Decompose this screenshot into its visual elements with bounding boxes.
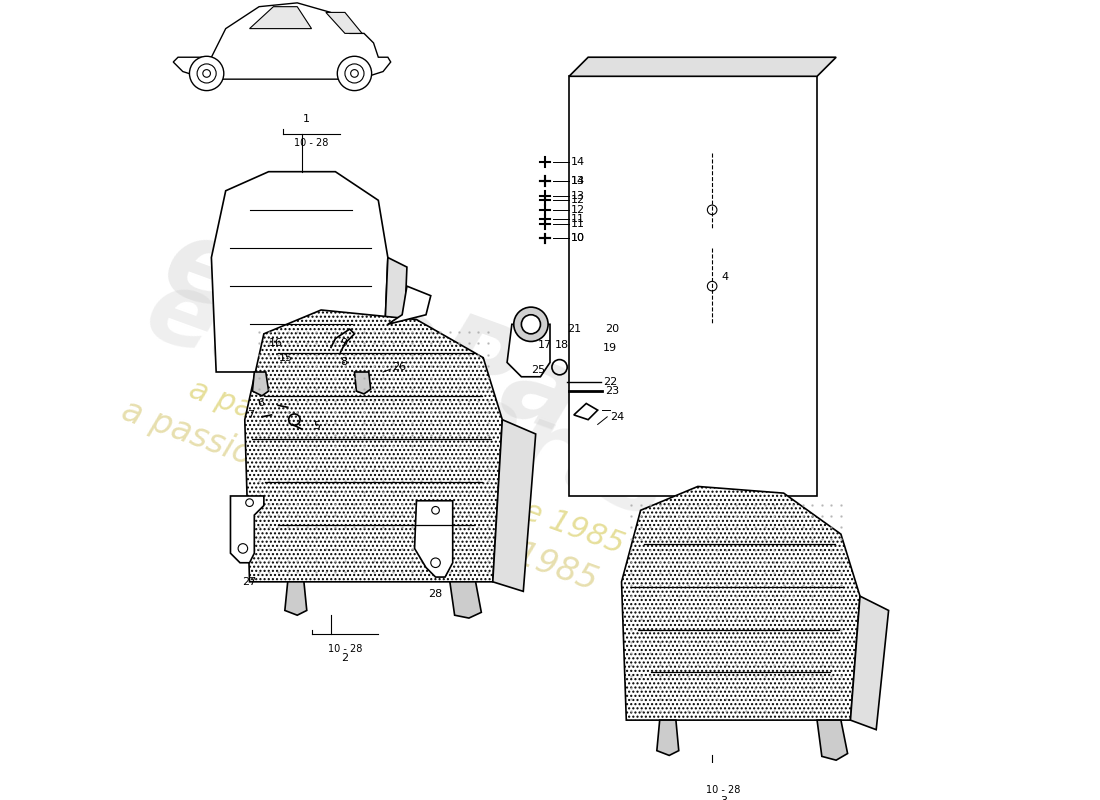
Polygon shape bbox=[173, 3, 390, 79]
Text: 2: 2 bbox=[341, 654, 349, 663]
Text: euroParts: euroParts bbox=[151, 208, 759, 517]
Polygon shape bbox=[450, 582, 482, 618]
Text: 1: 1 bbox=[304, 114, 310, 124]
Polygon shape bbox=[569, 76, 817, 496]
Polygon shape bbox=[657, 720, 679, 755]
Text: 10 - 28: 10 - 28 bbox=[295, 138, 329, 148]
Text: 19: 19 bbox=[603, 343, 617, 353]
Text: 21: 21 bbox=[568, 324, 581, 334]
Text: 13: 13 bbox=[571, 176, 585, 186]
Polygon shape bbox=[211, 172, 388, 372]
Polygon shape bbox=[252, 372, 268, 396]
Polygon shape bbox=[569, 58, 836, 76]
Text: 8: 8 bbox=[340, 358, 348, 367]
Polygon shape bbox=[285, 582, 307, 615]
Polygon shape bbox=[817, 720, 848, 760]
Text: 24: 24 bbox=[610, 412, 625, 422]
Text: 12: 12 bbox=[571, 205, 585, 215]
Text: 17: 17 bbox=[538, 340, 552, 350]
Text: 16: 16 bbox=[268, 338, 283, 348]
Text: a passion for parts since 1985: a passion for parts since 1985 bbox=[117, 394, 602, 598]
Text: 14: 14 bbox=[571, 157, 585, 167]
Text: 11: 11 bbox=[571, 214, 585, 224]
Text: 14: 14 bbox=[571, 176, 585, 186]
Text: 25: 25 bbox=[531, 365, 546, 375]
Text: 7: 7 bbox=[248, 410, 254, 420]
Text: 4: 4 bbox=[722, 272, 729, 282]
Polygon shape bbox=[231, 496, 264, 562]
Polygon shape bbox=[621, 486, 860, 720]
Text: 20: 20 bbox=[605, 324, 619, 334]
Text: 10: 10 bbox=[571, 234, 585, 243]
Text: 11: 11 bbox=[571, 219, 585, 229]
Text: 22: 22 bbox=[604, 377, 618, 386]
Polygon shape bbox=[493, 420, 536, 591]
Polygon shape bbox=[388, 286, 431, 324]
Text: 5: 5 bbox=[314, 422, 320, 431]
Text: a passion for parts since 1985: a passion for parts since 1985 bbox=[186, 375, 628, 560]
Polygon shape bbox=[507, 324, 550, 377]
Text: euroParts: euroParts bbox=[133, 262, 681, 540]
Circle shape bbox=[514, 307, 548, 342]
Text: 18: 18 bbox=[554, 340, 569, 350]
Text: 10 - 28: 10 - 28 bbox=[706, 785, 740, 795]
Polygon shape bbox=[354, 372, 371, 394]
Text: 26: 26 bbox=[393, 362, 407, 372]
Polygon shape bbox=[245, 310, 503, 582]
Polygon shape bbox=[415, 501, 453, 577]
Text: 15: 15 bbox=[278, 353, 293, 362]
Text: 3: 3 bbox=[720, 797, 727, 800]
Polygon shape bbox=[383, 258, 407, 382]
Text: 10: 10 bbox=[571, 234, 585, 243]
Polygon shape bbox=[574, 403, 597, 420]
Text: 9: 9 bbox=[340, 338, 348, 348]
Text: 23: 23 bbox=[605, 386, 619, 396]
Circle shape bbox=[521, 314, 540, 334]
Circle shape bbox=[189, 56, 223, 90]
Polygon shape bbox=[250, 6, 311, 29]
Text: 28: 28 bbox=[428, 589, 442, 598]
Text: 6: 6 bbox=[257, 398, 264, 409]
Polygon shape bbox=[326, 12, 362, 34]
Text: 13: 13 bbox=[571, 190, 585, 201]
Polygon shape bbox=[850, 596, 889, 730]
Circle shape bbox=[338, 56, 372, 90]
Text: 27: 27 bbox=[242, 577, 256, 587]
Text: 12: 12 bbox=[571, 195, 585, 206]
Text: 10 - 28: 10 - 28 bbox=[328, 644, 362, 654]
